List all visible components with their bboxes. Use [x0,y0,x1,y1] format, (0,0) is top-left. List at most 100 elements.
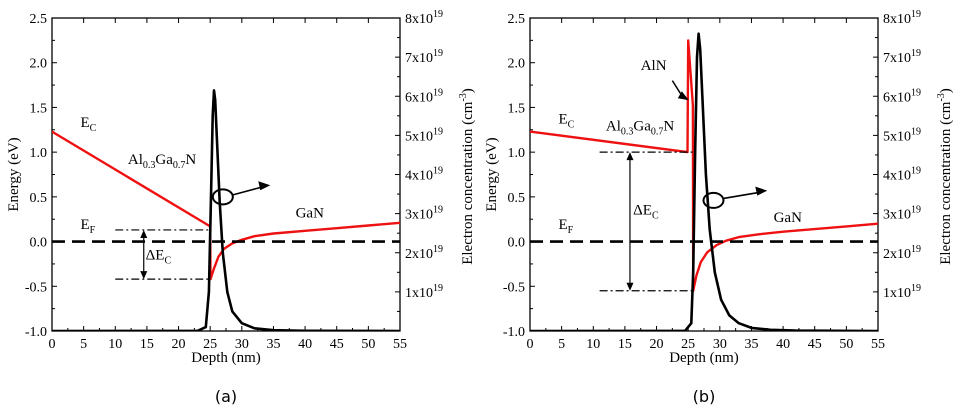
ec-label: EC [80,115,96,134]
y-tick-label: 2.5 [30,12,48,27]
alloy-label: Al0.3Ga0.7N [128,152,197,171]
y2-tick-exponent: 19 [911,126,921,137]
x-tick-label: 0 [49,337,56,352]
ring-marker [211,188,234,206]
y-axis-label: Energy (eV) [6,137,22,211]
y2-tick-exponent: 19 [911,205,921,216]
y2-tick-mantissa: 4x10 [405,169,433,184]
ef-label-main: E [80,217,89,233]
x-tick-label: 5 [558,337,565,352]
y2-axis-label-main: Electron concentration (cm [460,101,476,265]
y2-tick-mantissa: 6x10 [883,90,911,105]
y2-tick-mantissa: 8x10 [405,12,433,27]
y2-axis-label: Electron concentration (cm-3) [458,88,476,265]
y2-axis-label-end: ) [460,88,476,93]
alloy-al: Al [606,119,621,135]
y-tick-label: 2.0 [30,57,48,72]
y2-tick-exponent: 19 [433,244,443,255]
y2-tick-mantissa: 2x10 [883,247,911,262]
y2-tick-mantissa: 4x10 [883,169,911,184]
y2-tick-mantissa: 1x10 [883,286,911,301]
delta-ec-label: ΔEC [146,247,172,266]
electron-concentration-line [530,32,878,331]
x-tick-label: 30 [713,337,727,352]
conduction-band-line [52,130,400,281]
x-tick-label: 50 [361,337,375,352]
delta-ec-arrowhead-bottom [626,282,634,291]
x-tick-label: 25 [203,337,217,352]
y2-axis-label-sup: -3 [458,93,469,101]
axis-pointer-arrowhead [258,181,271,191]
x-tick-label: 25 [681,337,695,352]
y2-axis-label: Electron concentration (cm-3) [936,88,954,265]
y-tick-label: 0.0 [30,236,48,251]
ec-label: EC [558,112,574,131]
y2-axis-label-end: ) [938,88,954,93]
y2-tick-label: 6x1019 [405,87,443,105]
x-tick-label: 35 [744,337,758,352]
y2-tick-mantissa: 6x10 [405,90,433,105]
ec-label-main: E [558,112,567,128]
ec-label-main: E [80,115,89,131]
ef-label-main: E [558,217,567,233]
alloy-al-fraction: 0.3 [143,160,156,171]
delta-ec-label: ΔEC [633,203,659,222]
alloy-n: N [663,119,674,135]
alloy-n: N [185,152,196,168]
y2-tick-exponent: 19 [433,126,443,137]
y2-tick-mantissa: 3x10 [405,208,433,223]
y-tick-label: 2.0 [508,57,526,72]
y2-tick-mantissa: 5x10 [405,129,433,144]
delta-ec-arrowhead-bottom [140,271,148,280]
y2-tick-mantissa: 7x10 [405,51,433,66]
ef-label: EF [558,217,573,236]
delta-ec-label-sub: C [164,255,171,266]
y-tick-label: 1.0 [508,146,526,161]
y-tick-label: 0.0 [508,236,526,251]
y-tick-label: 2.5 [508,12,526,27]
x-tick-label: 55 [393,337,407,352]
x-axis-label: Depth (nm) [191,350,261,366]
delta-ec-label-main: ΔE [633,203,652,219]
y2-tick-label: 7x1019 [405,48,443,66]
alloy-al-fraction: 0.3 [621,127,634,138]
y2-tick-label: 1x1019 [883,283,921,301]
y-tick-label: 0.5 [508,191,526,206]
axis-pointer-shaft [723,191,759,200]
y2-tick-label: 5x1019 [883,126,921,144]
x-axis-label: Depth (nm) [669,350,739,366]
conduction-band-line [530,39,878,292]
y2-tick-label: 7x1019 [883,48,921,66]
y2-tick-exponent: 19 [433,87,443,98]
x-tick-label: 0 [527,337,534,352]
axis-pointer-shaft [232,186,262,196]
alloy-al: Al [128,152,143,168]
x-tick-label: 50 [839,337,853,352]
gan-label: GaN [296,205,324,221]
y2-tick-exponent: 19 [433,48,443,59]
y2-tick-label: 5x1019 [405,126,443,144]
axis-pointer-arrowhead [755,186,768,196]
ec-label-sub: C [568,120,575,131]
y2-tick-exponent: 19 [911,48,921,59]
alloy-label: Al0.3Ga0.7N [606,119,675,138]
ec-label-sub: C [90,123,97,134]
y2-tick-exponent: 19 [433,205,443,216]
ef-label-sub: F [568,225,574,236]
y2-tick-label: 3x1019 [405,205,443,223]
x-tick-label: 45 [330,337,344,352]
electron-concentration-line [52,89,400,331]
y2-tick-label: 4x1019 [405,166,443,184]
y2-tick-mantissa: 1x10 [405,286,433,301]
gan-label: GaN [774,210,802,226]
x-tick-label: 20 [172,337,186,352]
y-tick-label: -0.5 [25,280,47,295]
y-tick-label: -1.0 [503,325,525,340]
y2-tick-label: 8x1019 [883,9,921,27]
y-axis-label: Energy (eV) [484,137,500,211]
x-tick-label: 45 [808,337,822,352]
y2-tick-mantissa: 2x10 [405,247,433,262]
alloy-ga-fraction: 0.7 [173,160,186,171]
alloy-ga-fraction: 0.7 [651,127,664,138]
x-tick-label: 10 [586,337,600,352]
